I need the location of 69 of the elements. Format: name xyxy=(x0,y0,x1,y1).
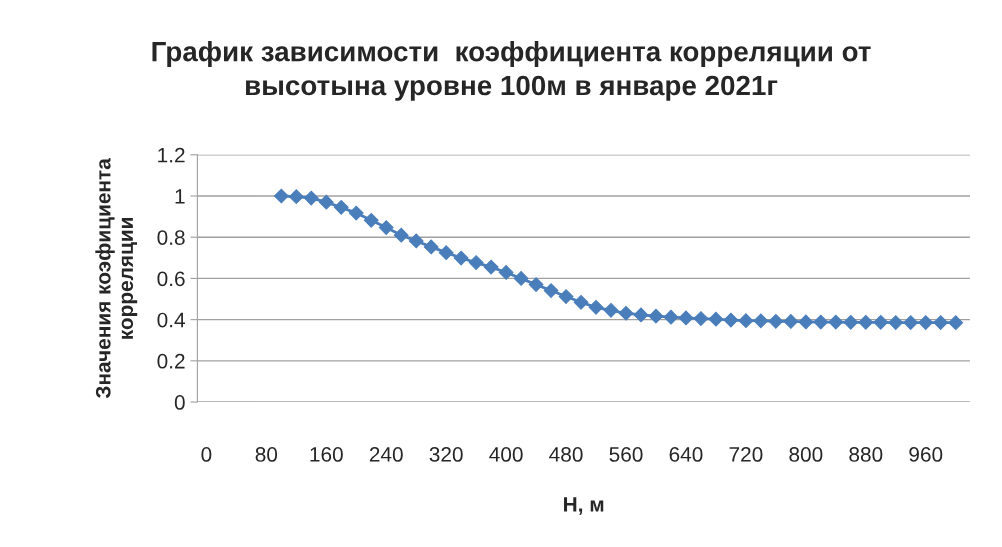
x-tick-label: 320 xyxy=(429,447,463,462)
point xyxy=(603,302,619,318)
x-tick-label: 800 xyxy=(789,447,823,462)
x-tick-label: 480 xyxy=(549,447,583,462)
x-tick-label: 960 xyxy=(909,447,943,462)
point xyxy=(753,313,769,329)
point xyxy=(318,194,334,210)
point xyxy=(678,310,694,326)
point xyxy=(888,315,904,330)
x-tick-label: 240 xyxy=(369,447,403,462)
x-axis-title: H, м xyxy=(564,497,604,515)
point xyxy=(738,313,754,329)
point xyxy=(483,259,499,275)
y-tick-label: 1.2 xyxy=(158,147,185,163)
point xyxy=(828,314,844,330)
chart-title: График зависимости коэффициента корреляции от высотына уровне 100м в январе 2021г xyxy=(152,41,871,101)
y-tick-label: 0 xyxy=(174,395,185,410)
point xyxy=(498,265,514,280)
point xyxy=(453,250,469,266)
point xyxy=(573,294,589,310)
point xyxy=(633,307,649,323)
x-tick-label: 80 xyxy=(255,447,278,462)
point xyxy=(513,271,529,286)
x-tick-label: 880 xyxy=(849,447,883,462)
point xyxy=(528,277,544,292)
point xyxy=(843,314,859,330)
point xyxy=(648,308,664,324)
point xyxy=(813,314,829,330)
x-tick-label: 560 xyxy=(609,447,643,462)
point xyxy=(708,311,724,327)
point xyxy=(768,313,784,329)
y-tick-label: 1 xyxy=(175,189,185,204)
x-tick-label: 640 xyxy=(669,447,703,462)
point xyxy=(333,199,349,215)
point xyxy=(378,220,394,235)
point xyxy=(558,289,574,304)
point xyxy=(393,227,409,243)
point xyxy=(918,315,934,330)
point xyxy=(363,212,379,228)
point xyxy=(588,299,604,315)
point xyxy=(438,245,454,261)
point xyxy=(933,315,949,330)
point xyxy=(873,314,889,330)
point xyxy=(273,188,289,204)
point xyxy=(423,239,439,255)
y-tick-label: 0.6 xyxy=(157,271,185,287)
point xyxy=(468,255,484,270)
y-tick-label: 0.8 xyxy=(157,230,185,245)
y-axis-title: Значения коэфициента корреляции xyxy=(95,158,138,399)
point xyxy=(693,311,709,326)
point xyxy=(903,315,919,330)
point xyxy=(288,189,304,205)
point xyxy=(723,312,739,328)
y-tick-label: 0.2 xyxy=(157,353,185,369)
y-tick-label: 0.4 xyxy=(157,312,185,328)
point xyxy=(408,233,424,249)
point xyxy=(543,283,559,298)
point xyxy=(783,314,799,329)
point xyxy=(858,314,874,330)
x-tick-label: 160 xyxy=(310,447,343,462)
x-tick-label: 0 xyxy=(201,447,212,462)
point xyxy=(663,309,679,325)
point xyxy=(948,315,964,331)
x-tick-label: 720 xyxy=(729,447,763,462)
point xyxy=(618,305,634,321)
point xyxy=(303,190,319,206)
x-tick-label: 400 xyxy=(489,447,523,462)
point xyxy=(798,314,814,330)
point xyxy=(348,205,364,221)
